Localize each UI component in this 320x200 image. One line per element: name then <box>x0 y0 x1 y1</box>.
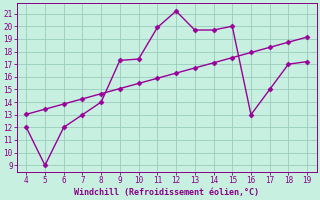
X-axis label: Windchill (Refroidissement éolien,°C): Windchill (Refroidissement éolien,°C) <box>74 188 259 197</box>
